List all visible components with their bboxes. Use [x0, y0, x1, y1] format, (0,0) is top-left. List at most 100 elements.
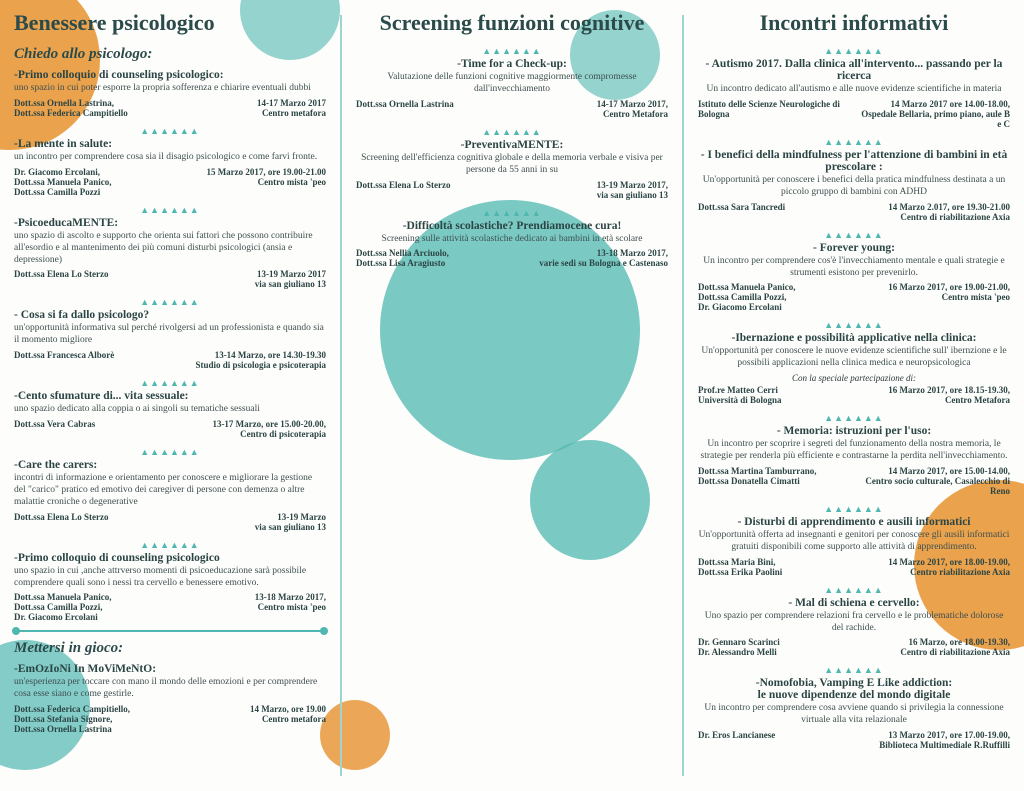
event-datetime: 16 Marzo 2017, ore 18.15-19.30, Centro M… [859, 385, 1010, 405]
event-block: - Forever young: Un incontro per comprend… [698, 242, 1010, 313]
event-description: Un'opportunità per conoscere le nuove ev… [698, 346, 1010, 370]
event-meta: Dott.ssa Elena Lo Sterzo 13-19 Marzo 2017… [356, 180, 668, 200]
event-datetime: 14-17 Marzo 2017, Centro Metafora [517, 99, 668, 119]
event-block: - Disturbi di apprendimento e ausili inf… [698, 516, 1010, 577]
event-title: -Difficoltà scolastiche? Prendiamocene c… [356, 220, 668, 232]
section-divider [14, 630, 326, 632]
event-block: -Primo colloquio di counseling psicologi… [14, 69, 326, 118]
event-meta: Prof.re Matteo Cerri Università di Bolog… [698, 385, 1010, 405]
event-title: -Ibernazione e possibilità applicative n… [698, 332, 1010, 344]
event-meta: Dott.ssa Vera Cabras 13-17 Marzo, ore 15.… [14, 419, 326, 439]
event-description: uno spazio in cui ,anche attrverso momen… [14, 566, 326, 590]
event-meta: Dott.ssa Nellia Arciuolo, Dott.ssa Lisa … [356, 248, 668, 268]
event-datetime: 16 Marzo, ore 18.00-19.30, Centro di ria… [859, 637, 1010, 657]
event-block: -PsicoeducaMENTE:uno spazio di ascolto e… [14, 217, 326, 290]
event-datetime: 13-14 Marzo, ore 14.30-19.30 Studio di p… [175, 350, 326, 370]
event-block: -Difficoltà scolastiche? Prendiamocene c… [356, 220, 668, 269]
event-title: -Cento sfumature di... vita sessuale: [14, 390, 326, 402]
event-block: - Cosa si fa dallo psicologo? un'opportun… [14, 309, 326, 370]
event-block: - Autismo 2017. Dalla clinica all'interv… [698, 58, 1010, 129]
event-title: - Cosa si fa dallo psicologo? [14, 309, 326, 321]
col-screening: Screening funzioni cognitive ▲▲▲▲▲▲ -Tim… [342, 0, 682, 791]
event-description: un incontro per comprendere cosa sia il … [14, 152, 326, 164]
triangle-separator: ▲▲▲▲▲▲ [698, 665, 1010, 675]
event-meta: Dott.ssa Martina Tamburrano, Dott.ssa Do… [698, 466, 1010, 496]
triangle-separator: ▲▲▲▲▲▲ [698, 230, 1010, 240]
event-presenter: Dott.ssa Maria Bini, Dott.ssa Erika Paol… [698, 557, 849, 577]
event-description: Screening sulle attività scolastiche ded… [356, 234, 668, 246]
event-meta: Dott.ssa Ornella Lastrina14-17 Marzo 201… [356, 99, 668, 119]
event-block: -Primo colloquio di counseling psicologi… [14, 552, 326, 623]
triangle-separator: ▲▲▲▲▲▲ [14, 447, 326, 457]
col-title: Incontri informativi [698, 10, 1010, 36]
event-block: -Time for a Check-up: Valutazione delle f… [356, 58, 668, 119]
event-datetime: 13-17 Marzo, ore 15.00-20.00, Centro di … [175, 419, 326, 439]
event-presenter: Dott.ssa Sara Tancredi [698, 202, 849, 222]
event-meta: Dott.ssa Maria Bini, Dott.ssa Erika Paol… [698, 557, 1010, 577]
event-block: - Memoria: istruzioni per l'uso: Un incon… [698, 425, 1010, 496]
triangle-separator: ▲▲▲▲▲▲ [356, 208, 668, 218]
triangle-separator: ▲▲▲▲▲▲ [698, 46, 1010, 56]
event-presenter: Dott.ssa Elena Lo Sterzo [356, 180, 507, 200]
event-description: uno spazio in cui poter esporre la propr… [14, 83, 326, 95]
event-meta: Dott.ssa Francesca Alborè13-14 Marzo, or… [14, 350, 326, 370]
event-datetime: 14 Marzo 2017 ore 14.00-18.00, Ospedale … [859, 99, 1010, 129]
event-presenter: Istituto delle Scienze Neurologiche di B… [698, 99, 849, 129]
event-description: Un incontro dedicato all'autismo e alle … [698, 84, 1010, 96]
triangle-separator: ▲▲▲▲▲▲ [698, 137, 1010, 147]
event-presenter: Dott.ssa Martina Tamburrano, Dott.ssa Do… [698, 466, 849, 496]
event-block: -PreventivaMENTE:Screening dell'efficien… [356, 139, 668, 200]
triangle-separator: ▲▲▲▲▲▲ [698, 504, 1010, 514]
event-description: Screening dell'efficienza cognitiva glob… [356, 153, 668, 177]
event-title: -Time for a Check-up: [356, 58, 668, 70]
triangle-separator: ▲▲▲▲▲▲ [698, 413, 1010, 423]
event-description: un'opportunità informativa sul perché ri… [14, 323, 326, 347]
triangle-separator: ▲▲▲▲▲▲ [698, 585, 1010, 595]
event-block: -Cento sfumature di... vita sessuale: uno… [14, 390, 326, 439]
event-title: -Primo colloquio di counseling psicologi… [14, 69, 326, 81]
event-datetime: 13-19 Marzo 2017 via san giuliano 13 [175, 269, 326, 289]
event-title: - Mal di schiena e cervello: [698, 597, 1010, 609]
event-presenter: Dott.ssa Elena Lo Sterzo [14, 269, 165, 289]
triangle-separator: ▲▲▲▲▲▲ [14, 205, 326, 215]
event-block: -Nomofobia, Vamping E Like addiction: le… [698, 677, 1010, 750]
event-description: Un incontro per comprendere cosa avviene… [698, 703, 1010, 727]
event-datetime: 13-19 Marzo via san giuliano 13 [175, 512, 326, 532]
event-block: - I benefici della mindfulness per l'att… [698, 149, 1010, 222]
event-title: - Autismo 2017. Dalla clinica all'interv… [698, 58, 1010, 82]
event-presenter: Dott.ssa Federica Campitiello, Dott.ssa … [14, 704, 165, 734]
event-description: Un incontro per scoprire i segreti del f… [698, 439, 1010, 463]
event-description: Valutazione delle funzioni cognitive mag… [356, 72, 668, 96]
event-presenter: Dott.ssa Manuela Panico, Dott.ssa Camill… [698, 282, 849, 312]
event-meta: Dott.ssa Elena Lo Sterzo 13-19 Marzo 2017… [14, 269, 326, 289]
event-description: Un incontro per comprendere cos'è l'inve… [698, 256, 1010, 280]
event-title: - Memoria: istruzioni per l'uso: [698, 425, 1010, 437]
event-description: Un'opportunità offerta ad insegnanti e g… [698, 530, 1010, 554]
event-datetime: 14 Marzo 2017, ore 15.00-14.00, Centro s… [859, 466, 1010, 496]
triangle-separator: ▲▲▲▲▲▲ [14, 126, 326, 136]
event-description: uno spazio dedicato alla coppia o ai sin… [14, 404, 326, 416]
event-presenter: Dr. Giacomo Ercolani, Dott.ssa Manuela P… [14, 167, 165, 197]
event-description: incontri di informazione e orientamento … [14, 473, 326, 509]
event-datetime: 13 Marzo 2017, ore 17.00-19.00, Bibliote… [859, 730, 1010, 750]
triangle-separator: ▲▲▲▲▲▲ [356, 127, 668, 137]
event-title: - Forever young: [698, 242, 1010, 254]
col-incontri: Incontri informativi ▲▲▲▲▲▲ - Autismo 20… [684, 0, 1024, 791]
event-title: -Primo colloquio di counseling psicologi… [14, 552, 326, 564]
event-extra-note: Con la speciale partecipazione di: [698, 373, 1010, 383]
event-meta: Dott.ssa Manuela Panico, Dott.ssa Camill… [698, 282, 1010, 312]
event-datetime: 13-19 Marzo 2017, via san giuliano 13 [517, 180, 668, 200]
event-presenter: Dott.ssa Vera Cabras [14, 419, 165, 439]
event-meta: Dr. Giacomo Ercolani, Dott.ssa Manuela P… [14, 167, 326, 197]
event-description: Uno spazio per comprendere relazioni fra… [698, 611, 1010, 635]
event-description: Un'opportunità per conoscere i benefici … [698, 175, 1010, 199]
event-meta: Istituto delle Scienze Neurologiche di B… [698, 99, 1010, 129]
triangle-separator: ▲▲▲▲▲▲ [356, 46, 668, 56]
event-title: - I benefici della mindfulness per l'att… [698, 149, 1010, 173]
triangle-separator: ▲▲▲▲▲▲ [14, 378, 326, 388]
event-block: -Care the carers:incontri di informazion… [14, 459, 326, 532]
col-title: Screening funzioni cognitive [356, 10, 668, 36]
event-datetime: 14-17 Marzo 2017 Centro metafora [175, 98, 326, 118]
event-presenter: Dott.ssa Ornella Lastrina, Dott.ssa Fede… [14, 98, 165, 118]
event-presenter: Dr. Eros Lancianese [698, 730, 849, 750]
